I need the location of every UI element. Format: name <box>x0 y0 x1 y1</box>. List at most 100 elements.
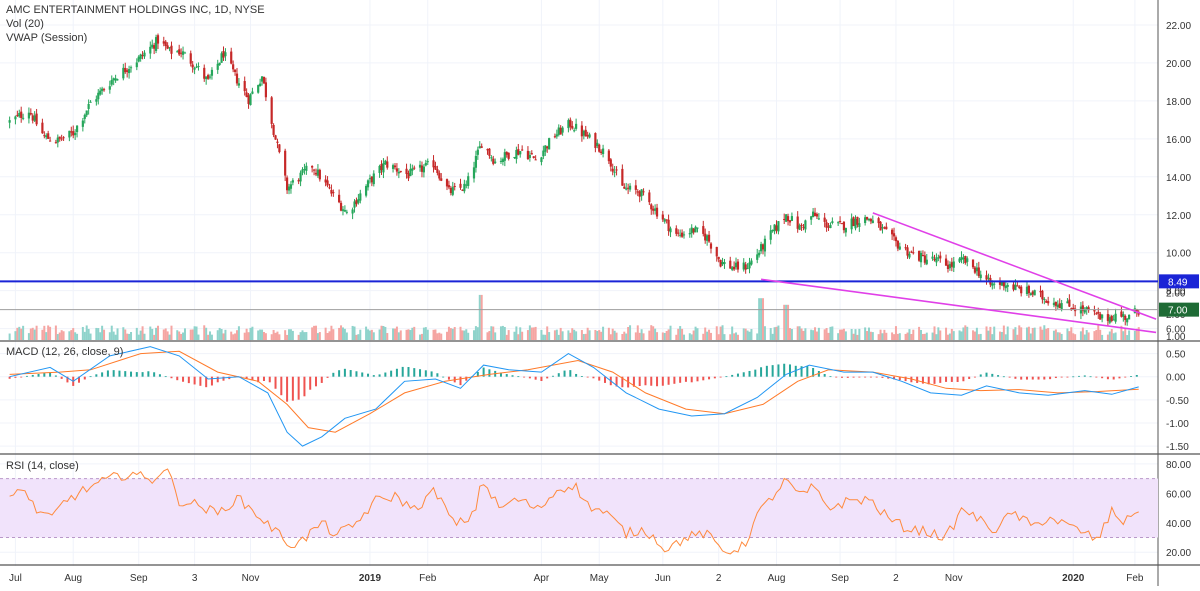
candle-body <box>892 233 896 237</box>
macd-histogram-bar <box>534 376 537 380</box>
candle-body <box>507 152 510 159</box>
candle-body <box>318 169 321 180</box>
volume-bar <box>33 329 36 340</box>
candle-body <box>1033 290 1036 296</box>
candle-body <box>8 120 11 123</box>
volume-bar <box>721 325 724 340</box>
volume-bar <box>463 330 466 340</box>
candle-body <box>908 253 911 258</box>
candle-body <box>800 224 803 226</box>
volume-bar <box>503 326 506 340</box>
price-tick-label: 20.00 <box>1166 59 1191 70</box>
volume-bar <box>130 331 133 340</box>
candle-body <box>623 186 626 189</box>
candle-body <box>20 111 23 118</box>
candle-body <box>451 187 454 195</box>
volume-bar <box>625 333 628 340</box>
volume-bar <box>251 326 254 340</box>
volume-bar <box>245 328 248 340</box>
volume-bar <box>1093 331 1096 340</box>
rsi-indicator-label[interactable]: RSI (14, close) <box>6 460 79 472</box>
volume-bar <box>681 328 684 340</box>
volume-bar <box>677 328 680 340</box>
macd-histogram-bar <box>875 376 878 378</box>
macd-histogram-bar <box>286 376 289 402</box>
volume-bar <box>748 331 751 340</box>
macd-indicator-label[interactable]: MACD (12, 26, close, 9) <box>6 346 124 358</box>
candle-body <box>1068 299 1071 307</box>
candle-body <box>906 247 909 256</box>
macd-histogram-bar <box>147 371 150 377</box>
candle-body <box>607 150 610 162</box>
x-tick-label: 2019 <box>359 573 382 584</box>
x-tick-label: Jun <box>655 573 671 584</box>
candle-body <box>858 223 861 228</box>
volume-bar <box>247 332 250 340</box>
macd-histogram-bar <box>794 365 797 377</box>
candle-body <box>569 119 572 127</box>
candle-body <box>18 113 21 117</box>
last-price-label: 7.00 <box>1168 306 1188 317</box>
macd-histogram-bar <box>176 376 179 381</box>
macd-histogram-bar <box>482 367 485 377</box>
candle-body <box>796 216 799 229</box>
volume-bar <box>1068 331 1071 340</box>
candle-body <box>628 185 632 190</box>
volume-bar <box>197 334 200 340</box>
macd-histogram-bar <box>216 376 219 383</box>
volume-bar <box>528 325 531 340</box>
volume-bar <box>405 329 408 340</box>
macd-histogram-bar <box>442 376 445 378</box>
volume-bar <box>979 333 982 340</box>
macd-histogram-bar <box>546 376 549 379</box>
volume-bar <box>116 328 119 340</box>
candle-body <box>1004 285 1007 289</box>
candle-body <box>680 232 684 237</box>
candle-body <box>490 157 493 159</box>
candle-body <box>68 130 71 138</box>
candle-body <box>571 125 574 129</box>
x-tick-label: 3 <box>192 573 198 584</box>
volume-bar <box>736 334 739 340</box>
volume-bar <box>14 331 17 340</box>
volume-bar <box>399 330 402 340</box>
volume-bar <box>261 329 264 340</box>
candle-body <box>777 221 780 232</box>
macd-histogram-bar <box>760 367 763 377</box>
candle-body <box>534 159 537 161</box>
macd-histogram-bar <box>476 371 479 377</box>
macd-histogram-bar <box>1020 376 1023 380</box>
volume-bar <box>719 326 722 340</box>
macd-histogram-bar <box>355 371 358 377</box>
candle-body <box>896 240 899 249</box>
volume-indicator-label[interactable]: Vol (20) <box>6 18 44 30</box>
candle-body <box>804 220 807 230</box>
candle-body <box>736 261 740 270</box>
volume-bar <box>871 332 874 340</box>
candle-body <box>1097 311 1100 314</box>
x-tick-label: Sep <box>831 573 849 584</box>
volume-bar <box>365 326 368 340</box>
candle-body <box>555 134 558 137</box>
volume-bar <box>74 332 77 340</box>
macd-histogram-bar <box>1054 376 1057 379</box>
macd-histogram-bar <box>985 372 988 377</box>
macd-histogram-bar <box>488 369 491 377</box>
volume-bar <box>1079 331 1082 340</box>
chart-title[interactable]: AMC ENTERTAINMENT HOLDINGS INC, 1D, NYSE <box>6 4 265 16</box>
macd-histogram-bar <box>257 376 260 383</box>
volume-bar <box>787 304 790 340</box>
vwap-indicator-label[interactable]: VWAP (Session) <box>6 32 88 44</box>
candle-body <box>879 221 882 231</box>
macd-histogram-bar <box>43 373 46 377</box>
candle-body <box>351 209 354 214</box>
candle-body <box>395 168 399 172</box>
macd-histogram-bar <box>1083 375 1086 377</box>
volume-bar <box>153 334 156 340</box>
candle-body <box>70 131 73 133</box>
macd-histogram-bar <box>661 376 664 386</box>
candle-body <box>382 163 385 173</box>
volume-bar <box>447 326 450 340</box>
